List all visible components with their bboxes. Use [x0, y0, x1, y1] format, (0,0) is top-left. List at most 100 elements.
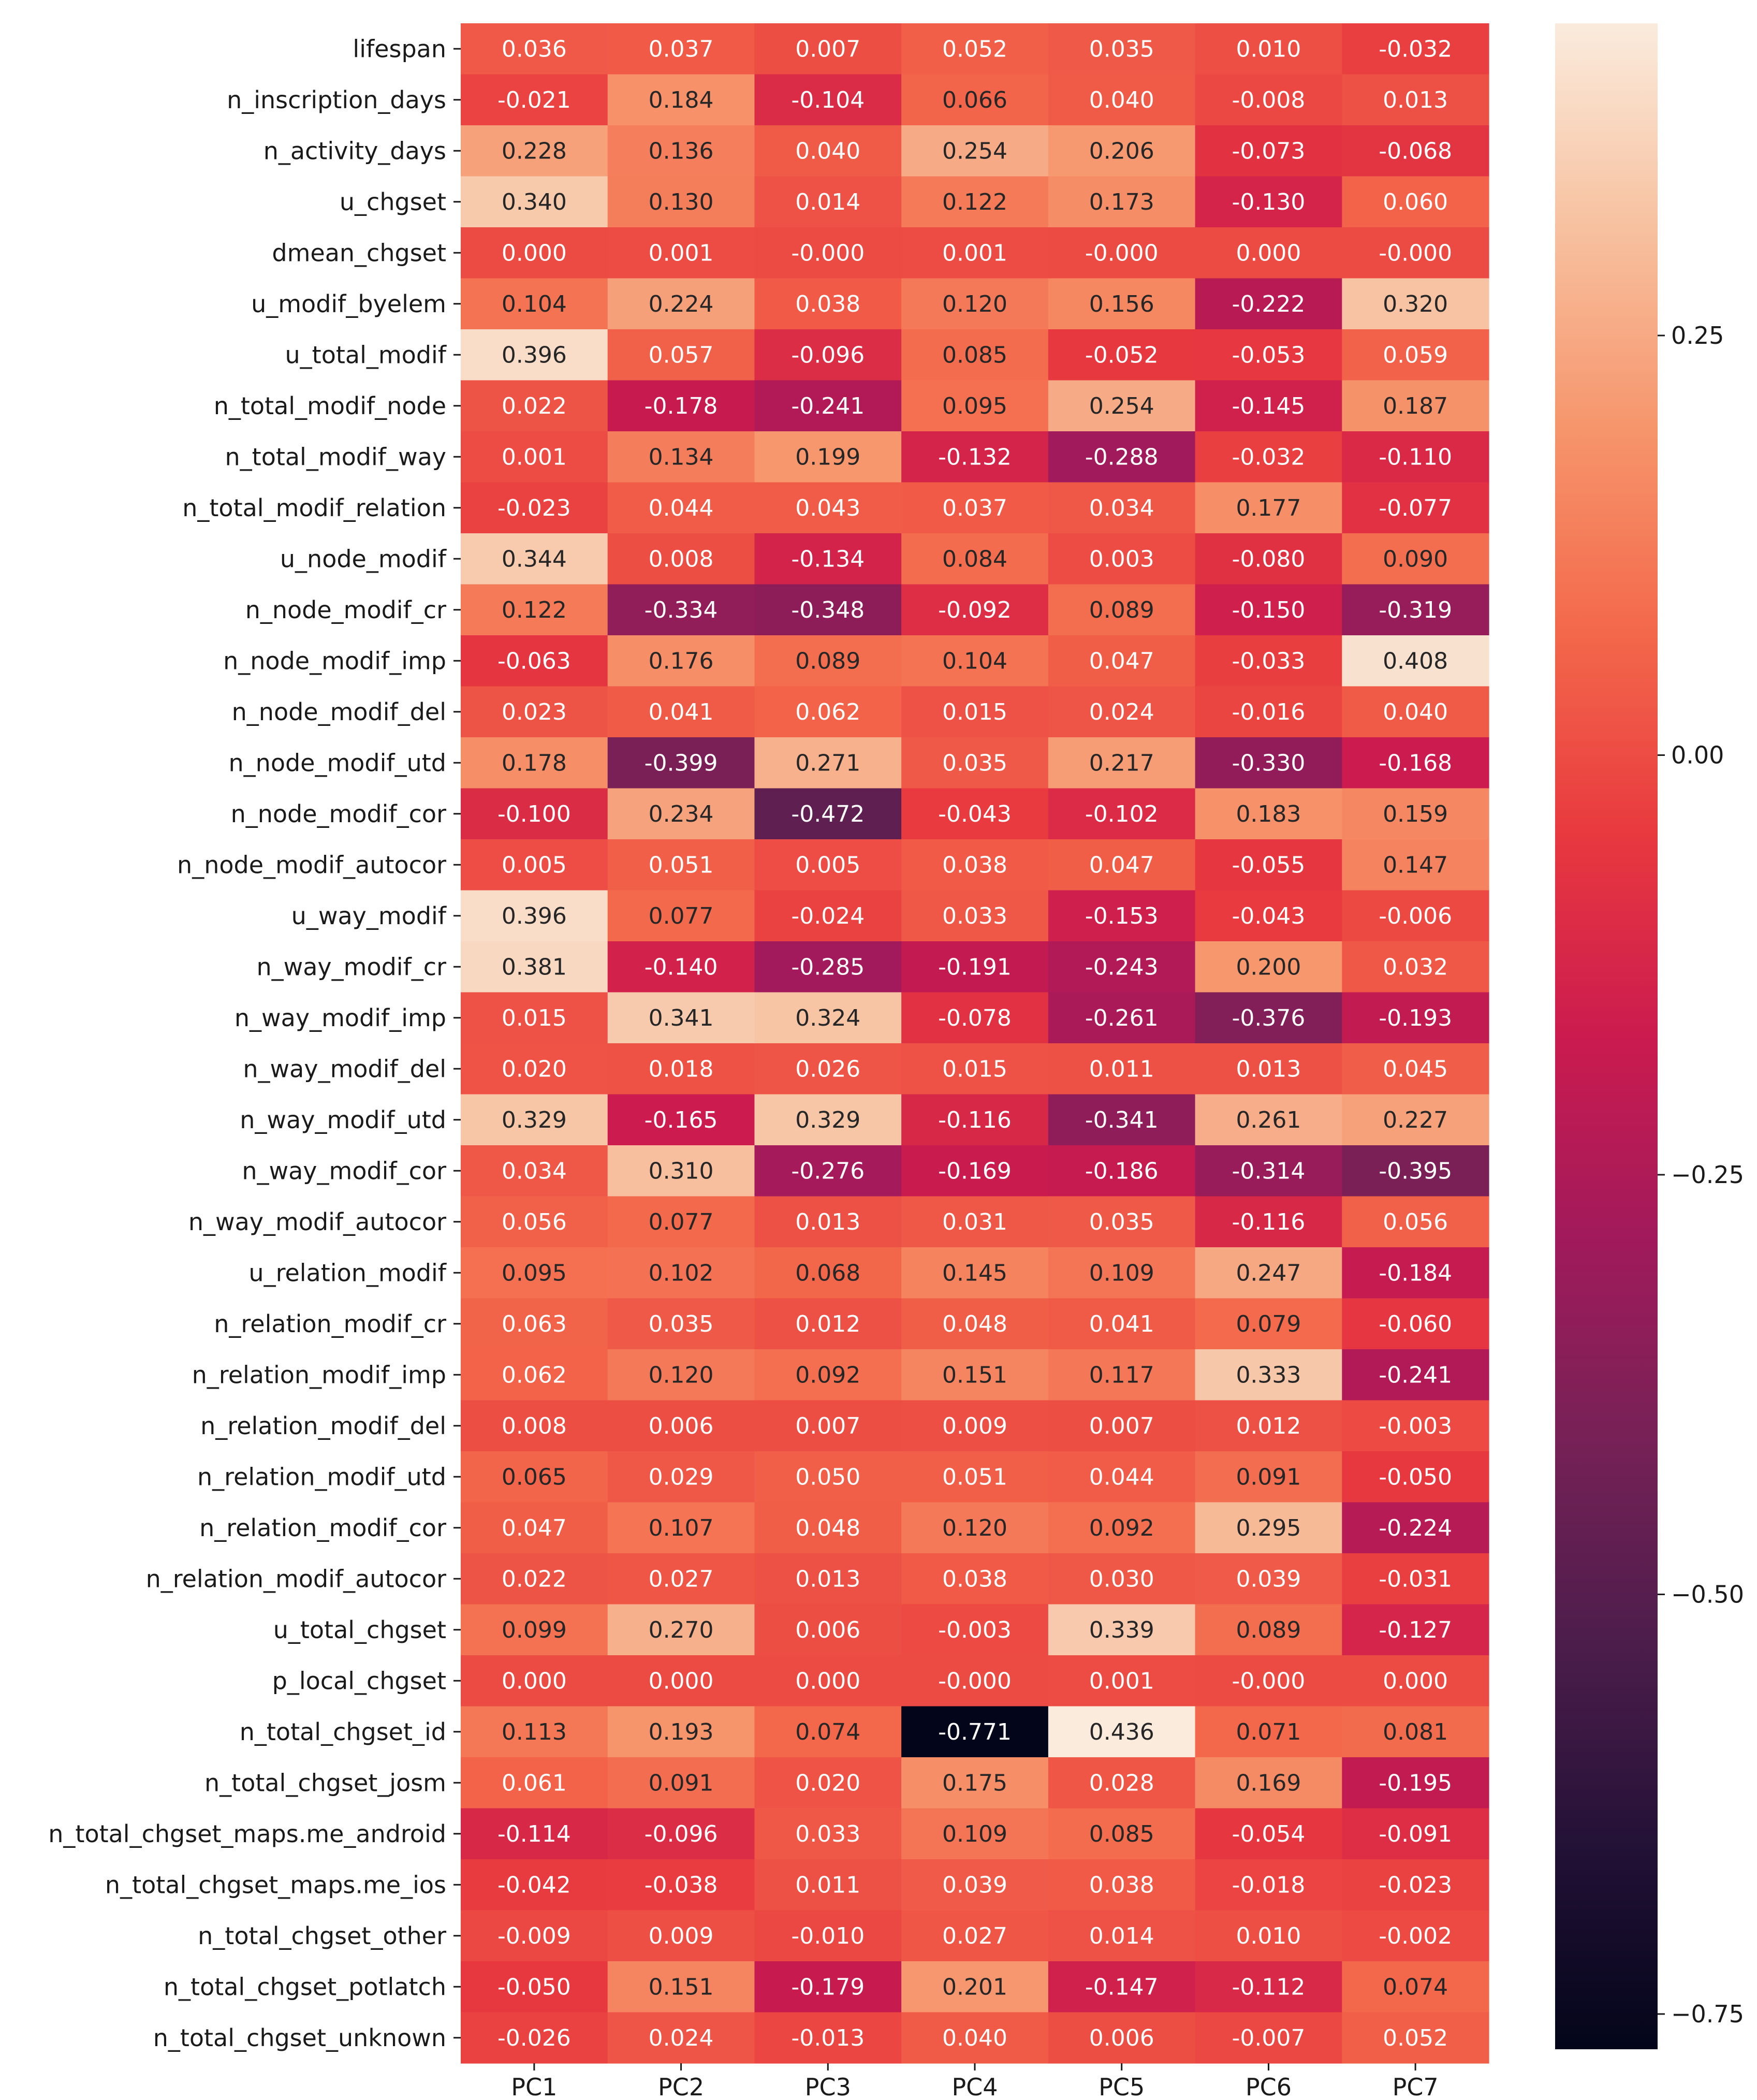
heatmap-cell	[1195, 1655, 1342, 1707]
heatmap-cell	[901, 1451, 1049, 1503]
cell-value-label: -0.116	[1232, 1209, 1306, 1235]
heatmap-cell	[1342, 1043, 1489, 1095]
heatmap-cell	[607, 1553, 755, 1605]
heatmap-cell	[607, 1145, 755, 1197]
heatmap-cell	[1342, 1349, 1489, 1401]
heatmap-cell	[1048, 1451, 1196, 1503]
cell-value-label: -0.314	[1232, 1158, 1306, 1184]
cell-value-label: 0.000	[502, 240, 567, 266]
cell-value-label: -0.032	[1232, 444, 1306, 470]
cell-value-label: -0.043	[1232, 903, 1306, 929]
cell-value-label: 0.039	[942, 1872, 1007, 1898]
heatmap-cell	[607, 533, 755, 585]
cell-value-label: -0.060	[1379, 1311, 1452, 1337]
heatmap-cell	[754, 788, 902, 840]
cell-value-label: 0.089	[1089, 597, 1154, 623]
heatmap-cell	[1195, 584, 1342, 636]
heatmap-cell	[1342, 329, 1489, 381]
heatmap-cell	[754, 890, 902, 942]
cell-value-label: -0.038	[645, 1872, 718, 1898]
cell-value-label: 0.074	[1383, 1974, 1448, 2000]
column-label: PC5	[1099, 2073, 1145, 2100]
cell-value-label: -0.241	[791, 393, 865, 419]
row-label: n_relation_modif_utd	[197, 1463, 446, 1491]
heatmap-cell	[607, 2012, 755, 2064]
cell-value-label: 0.081	[1383, 1719, 1448, 1745]
cell-value-label: -0.008	[1232, 87, 1306, 113]
heatmap-cell	[901, 635, 1049, 687]
cell-value-label: -0.145	[1232, 393, 1306, 419]
cell-value-label: 0.341	[649, 1005, 714, 1031]
heatmap-cell	[901, 686, 1049, 738]
cell-value-label: 0.247	[1236, 1260, 1301, 1286]
heatmap-cell	[1342, 176, 1489, 228]
heatmap-cell	[607, 1604, 755, 1656]
cell-value-label: 0.145	[942, 1260, 1007, 1286]
cell-value-label: 0.159	[1383, 801, 1448, 827]
row-label: n_way_modif_autocor	[188, 1208, 446, 1236]
cell-value-label: -0.104	[791, 87, 865, 113]
cell-value-label: -0.050	[1379, 1464, 1452, 1490]
heatmap-cell	[1048, 890, 1196, 942]
cell-value-label: 0.027	[942, 1923, 1007, 1949]
cell-value-label: -0.023	[1379, 1872, 1452, 1898]
heatmap-cell	[607, 1655, 755, 1707]
heatmap-cell	[607, 635, 755, 687]
cell-value-label: -0.376	[1232, 1005, 1306, 1031]
heatmap-cell	[1195, 431, 1342, 483]
heatmap-cell	[901, 125, 1049, 177]
heatmap-cell	[607, 1502, 755, 1554]
cell-value-label: 0.023	[502, 699, 567, 725]
cell-value-label: 0.089	[795, 648, 860, 674]
cell-value-label: 0.035	[1089, 1209, 1154, 1235]
row-label: n_total_chgset_unknown	[153, 2024, 446, 2052]
cell-value-label: 0.169	[1236, 1770, 1301, 1796]
cell-value-label: -0.026	[497, 2025, 571, 2051]
cell-value-label: 0.130	[649, 189, 714, 215]
heatmap-cell	[1195, 1298, 1342, 1350]
cell-value-label: 0.045	[1383, 1056, 1448, 1082]
cell-value-label: -0.102	[1085, 801, 1159, 827]
heatmap-cell	[1048, 74, 1196, 126]
cell-value-label: 0.051	[942, 1464, 1007, 1490]
cell-value-label: -0.147	[1085, 1974, 1159, 2000]
cell-value-label: 0.003	[1089, 546, 1154, 572]
cell-value-label: -0.399	[645, 750, 718, 776]
cell-value-label: 0.062	[795, 699, 860, 725]
row-label: u_total_chgset	[273, 1616, 446, 1644]
heatmap-cell	[607, 1094, 755, 1146]
cell-value-label: 0.014	[795, 189, 860, 215]
heatmap-cell	[1342, 1145, 1489, 1197]
row-label: n_relation_modif_imp	[192, 1361, 446, 1389]
cell-value-label: -0.184	[1379, 1260, 1452, 1286]
heatmap-cell	[1342, 1655, 1489, 1707]
heatmap-cell	[901, 737, 1049, 789]
cell-value-label: 0.065	[502, 1464, 567, 1490]
cell-value-label: 0.013	[1236, 1056, 1301, 1082]
cell-value-label: 0.047	[1089, 648, 1154, 674]
cell-value-label: 0.200	[1236, 954, 1301, 980]
cell-value-label: 0.050	[795, 1464, 860, 1490]
heatmap-cell	[607, 176, 755, 228]
column-label: PC1	[511, 2073, 557, 2100]
heatmap-cell	[607, 584, 755, 636]
heatmap-cell	[1048, 1757, 1196, 1809]
cell-value-label: 0.224	[649, 291, 714, 317]
heatmap-cell	[1048, 1910, 1196, 1962]
heatmap-cell	[1195, 839, 1342, 891]
cell-value-label: 0.006	[1089, 2025, 1154, 2051]
cell-value-label: 0.217	[1089, 750, 1154, 776]
row-label: n_way_modif_utd	[240, 1106, 446, 1134]
heatmap-cell	[1195, 1043, 1342, 1095]
cell-value-label: 0.000	[649, 1668, 714, 1694]
cell-value-label: 0.000	[1383, 1668, 1448, 1694]
cell-value-label: 0.109	[942, 1821, 1007, 1847]
cell-value-label: 0.038	[795, 291, 860, 317]
heatmap-cell	[1048, 329, 1196, 381]
heatmap-cell	[607, 1196, 755, 1248]
cell-value-label: 0.077	[649, 1209, 714, 1235]
heatmap-cell	[1342, 278, 1489, 330]
column-label: PC7	[1393, 2073, 1439, 2100]
cell-value-label: -0.018	[1232, 1872, 1306, 1898]
